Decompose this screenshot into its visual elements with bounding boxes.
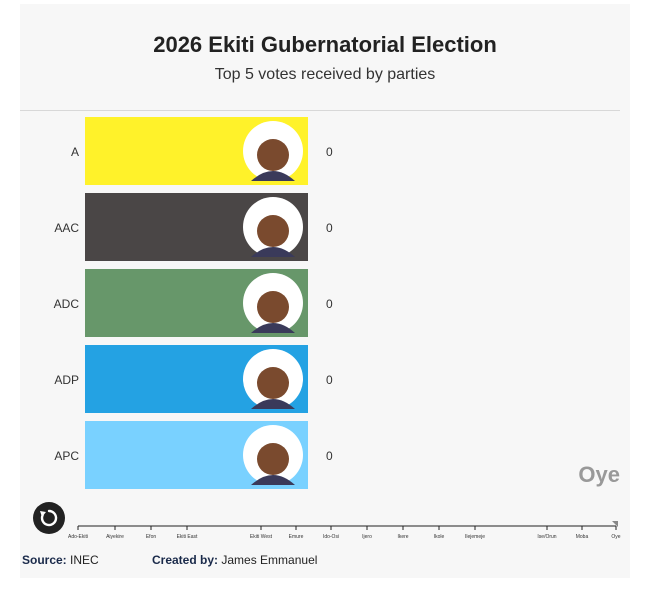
value-label: 0 <box>326 145 333 159</box>
source-value: INEC <box>70 553 99 567</box>
avatar-face <box>257 291 289 323</box>
frame-label: Oye <box>578 462 620 487</box>
avatar-face <box>257 139 289 171</box>
avatar-body <box>251 399 295 409</box>
bar-chart-race: A 0 AAC 0 ADC 0 ADP 0 APC 0 Oye Ado-Ekiti Aiyekire Ef… <box>54 117 621 540</box>
timeline-tick-label: Ido-Osi <box>323 534 339 540</box>
timeline-tick-label: Ekiti East <box>177 534 198 540</box>
avatar-body <box>251 323 295 333</box>
category-label: ADP <box>54 373 79 387</box>
category-label: A <box>71 145 79 159</box>
avatar-face <box>257 367 289 399</box>
timeline-tick-label: Ado-Ekiti <box>68 534 88 540</box>
value-label: 0 <box>326 373 333 387</box>
timeline-handle[interactable] <box>612 521 618 527</box>
timeline-tick-label: Efon <box>146 534 157 540</box>
timeline-tick-label: Ikere <box>397 534 408 540</box>
value-label: 0 <box>326 221 333 235</box>
source-label: Source: <box>22 553 67 567</box>
chart-title: 2026 Ekiti Gubernatorial Election <box>153 32 497 57</box>
created-credit: Created by: James Emmanuel <box>152 553 317 567</box>
value-label: 0 <box>326 297 333 311</box>
timeline-tick-label: Ekiti West <box>250 534 273 540</box>
timeline-tick-label: Emure <box>289 534 304 540</box>
timeline-tick-label: Oye <box>611 534 620 540</box>
replay-button[interactable] <box>33 502 65 534</box>
chart-card: 2026 Ekiti Gubernatorial Election Top 5 … <box>20 4 630 578</box>
avatar-face <box>257 215 289 247</box>
avatar-body <box>251 247 295 257</box>
timeline-tick-label: Aiyekire <box>106 534 124 540</box>
replay-icon <box>40 509 58 527</box>
value-label: 0 <box>326 449 333 463</box>
timeline-tick-label: Ise/Orun <box>537 534 556 540</box>
category-label: AAC <box>54 221 79 235</box>
timeline-tick-label: Ilejemeje <box>465 534 485 540</box>
created-label: Created by: <box>152 553 219 567</box>
avatar-body <box>251 171 295 181</box>
divider <box>20 110 620 111</box>
category-label: ADC <box>54 297 80 311</box>
chart-subtitle: Top 5 votes received by parties <box>214 66 436 83</box>
avatar-face <box>257 443 289 475</box>
source-credit: Source: INEC <box>22 553 99 567</box>
timeline-tick-label: Ijero <box>362 534 372 540</box>
timeline-tick-label: Ikole <box>434 534 445 540</box>
timeline-tick-label: Moba <box>576 534 589 540</box>
created-value: James Emmanuel <box>221 553 318 567</box>
category-label: APC <box>54 449 79 463</box>
avatar-body <box>251 475 295 485</box>
